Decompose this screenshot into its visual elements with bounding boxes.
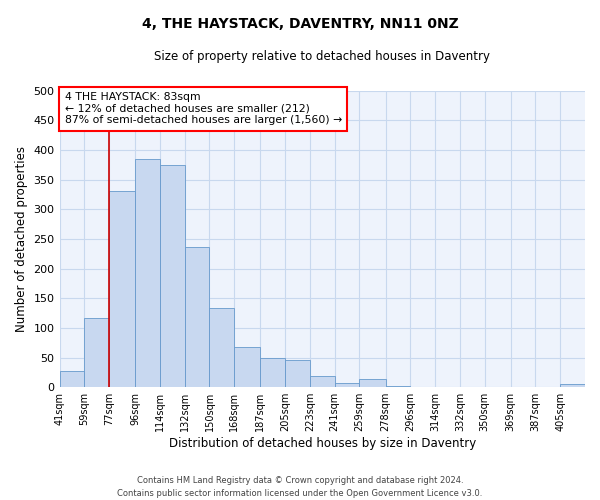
Bar xyxy=(85,318,109,387)
Text: 4 THE HAYSTACK: 83sqm
← 12% of detached houses are smaller (212)
87% of semi-det: 4 THE HAYSTACK: 83sqm ← 12% of detached … xyxy=(65,92,342,125)
Bar xyxy=(160,164,185,387)
Bar xyxy=(185,246,209,387)
Bar xyxy=(135,159,160,387)
Bar xyxy=(109,192,135,387)
X-axis label: Distribution of detached houses by size in Daventry: Distribution of detached houses by size … xyxy=(169,437,476,450)
Bar xyxy=(260,358,285,387)
Bar xyxy=(285,360,310,387)
Text: 4, THE HAYSTACK, DAVENTRY, NN11 0NZ: 4, THE HAYSTACK, DAVENTRY, NN11 0NZ xyxy=(142,18,458,32)
Bar xyxy=(386,386,410,387)
Bar xyxy=(335,383,359,387)
Bar xyxy=(59,371,85,387)
Bar xyxy=(310,376,335,387)
Title: Size of property relative to detached houses in Daventry: Size of property relative to detached ho… xyxy=(154,50,490,63)
Bar xyxy=(560,384,585,387)
Text: Contains HM Land Registry data © Crown copyright and database right 2024.
Contai: Contains HM Land Registry data © Crown c… xyxy=(118,476,482,498)
Bar xyxy=(209,308,234,387)
Y-axis label: Number of detached properties: Number of detached properties xyxy=(15,146,28,332)
Bar xyxy=(359,380,386,387)
Bar xyxy=(234,347,260,387)
